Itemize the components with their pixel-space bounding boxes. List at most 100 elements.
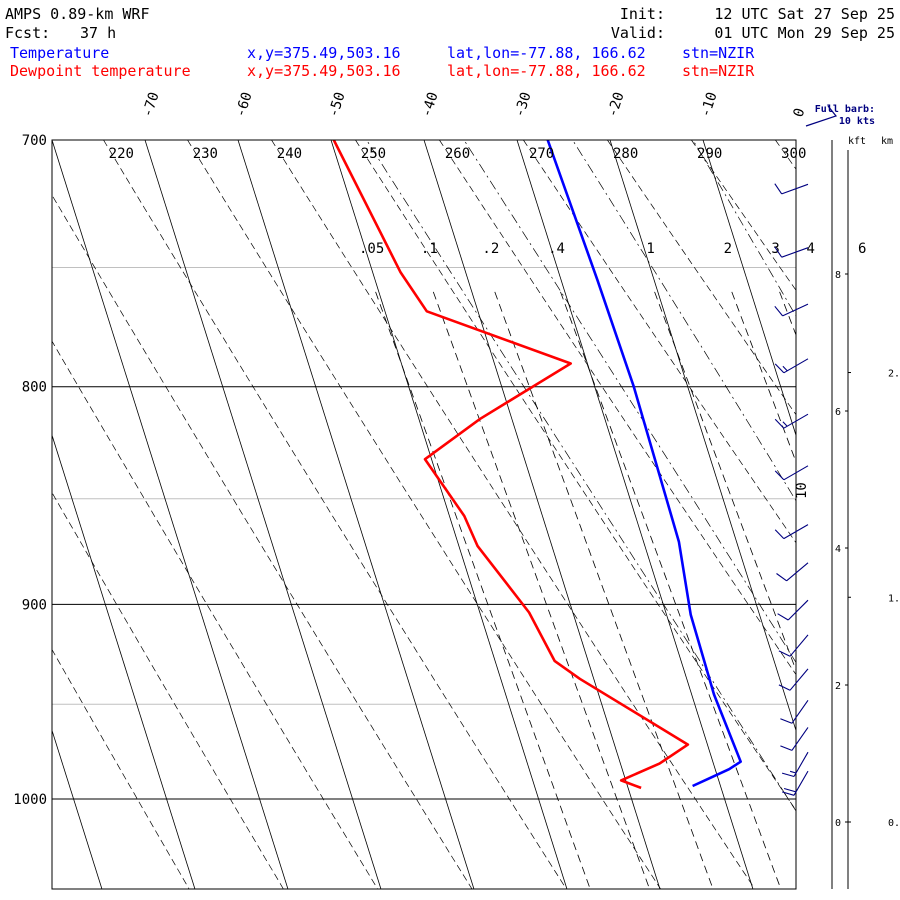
kft-tick-label: 4 xyxy=(835,544,841,555)
dry-adiabat-label: 260 xyxy=(445,146,470,162)
legend-dewpoint-latlon: lat,lon=-77.88, 166.62 xyxy=(447,62,646,80)
pressure-labels: 700 800 900 1000 xyxy=(13,133,47,808)
model-title: AMPS 0.89-km WRF xyxy=(5,5,150,23)
dry-adiabat-230 xyxy=(187,140,661,889)
dry-adiabat-label: 270 xyxy=(529,146,554,162)
mixing-ratio-label: 4 xyxy=(807,241,815,257)
dry-adiabat-label: 250 xyxy=(361,146,386,162)
pressure-label: 900 xyxy=(22,597,47,613)
isotherm-labels: -70 -60 -50 -40 -30 -20 -10 0 xyxy=(140,90,809,119)
dry-adiabat-label: 220 xyxy=(109,146,134,162)
mixing-ratio-label: 1 xyxy=(646,241,654,257)
wind-barb xyxy=(774,358,809,374)
valid-value: 01 UTC Mon 29 Sep 25 xyxy=(714,24,895,42)
valid-label: Valid: xyxy=(611,24,665,42)
mixing-ratio-label: .4 xyxy=(548,241,565,257)
wind-barb xyxy=(780,727,809,751)
legend-dewpoint-label: Dewpoint temperature xyxy=(10,62,191,80)
isotherm--70 xyxy=(144,140,382,889)
isotherm--90 xyxy=(52,433,196,889)
dry-adiabat-labels: 220 230 240 250 260 270 280 290 300 xyxy=(109,146,807,162)
isotherm-10 xyxy=(889,140,900,889)
pressure-label: 1000 xyxy=(13,792,47,808)
moist-adiabat-280 xyxy=(692,140,796,317)
fcst-value: 37 h xyxy=(80,24,116,42)
dry-adiabat-label: 290 xyxy=(697,146,722,162)
dry-adiabat-label: 240 xyxy=(277,146,302,162)
isotherm-label: -60 xyxy=(233,90,256,119)
isotherm-label: -70 xyxy=(140,90,163,119)
dry-adiabat-210 xyxy=(52,194,473,889)
kft-tick-label: 2 xyxy=(835,681,841,692)
height-axis: kft km 0 2 4 6 8 0. 1. 2. xyxy=(831,136,900,889)
mixing-ratio-6 xyxy=(866,292,900,889)
mixing-ratio-2 xyxy=(731,291,796,463)
init-value: 12 UTC Sat 27 Sep 25 xyxy=(714,5,895,23)
mixing-ratio-0.4 xyxy=(560,291,782,889)
wind-barb xyxy=(774,303,809,317)
dry-adiabat-190 xyxy=(52,491,284,889)
dry-adiabat-label: 280 xyxy=(613,146,638,162)
mixing-ratio-0.1 xyxy=(432,291,650,889)
dry-adiabat-290 xyxy=(691,140,796,291)
isotherm--40 xyxy=(423,140,661,889)
isotherm--80 xyxy=(52,140,289,889)
km-label: km xyxy=(881,136,893,147)
dry-adiabat-270 xyxy=(523,140,796,544)
wind-barbs xyxy=(774,183,809,796)
legend-temperature-label: Temperature xyxy=(10,44,109,62)
isotherm--30 xyxy=(516,140,754,889)
legend-dewpoint-stn: stn=NZIR xyxy=(682,62,755,80)
barb-legend-line1: Full barb: xyxy=(815,104,875,115)
wind-barb xyxy=(774,524,809,540)
dry-adiabat-280 xyxy=(607,140,796,416)
moist-adiabat-260 xyxy=(463,140,796,664)
pressure-label: 700 xyxy=(22,133,47,149)
wind-barb xyxy=(774,183,809,195)
isotherm--60 xyxy=(237,140,475,889)
barb-legend-icon xyxy=(805,105,838,127)
mixing-ratio-0.05 xyxy=(375,291,591,889)
wind-barb xyxy=(780,699,809,724)
barb-legend: Full barb: 10 kts xyxy=(805,104,875,127)
legend-dewpoint-xy: x,y=375.49,503.16 xyxy=(247,62,401,80)
legend-temperature-xy: x,y=375.49,503.16 xyxy=(247,44,401,62)
mixing-ratio-label: 6 xyxy=(858,241,866,257)
wind-barb xyxy=(778,634,809,657)
mixing-ratio-1 xyxy=(654,291,796,672)
isotherm--100 xyxy=(52,729,103,889)
moist-adiabat-270 xyxy=(572,140,796,502)
dry-adiabat-240 xyxy=(271,140,756,889)
isotherm--20 xyxy=(609,140,796,732)
dry-adiabat-label: 300 xyxy=(781,146,806,162)
wind-barb xyxy=(778,668,809,691)
header: AMPS 0.89-km WRF Fcst: 37 h Init: 12 UTC… xyxy=(5,5,895,42)
isotherm--10 xyxy=(702,140,796,437)
annotation-label: 10 xyxy=(794,482,810,499)
fcst-label: Fcst: xyxy=(5,24,50,42)
dry-adiabat-label: 230 xyxy=(193,146,218,162)
dry-adiabat-200 xyxy=(52,340,378,889)
moist-adiabat-250 xyxy=(366,140,796,812)
kft-tick-label: 6 xyxy=(835,407,841,418)
init-label: Init: xyxy=(620,5,665,23)
kft-label: kft xyxy=(848,136,866,147)
legend-temperature-stn: stn=NZIR xyxy=(682,44,755,62)
mixing-ratio-4 xyxy=(815,292,900,889)
km-tick-label: 2. xyxy=(888,369,900,380)
isotherm-label: 0 xyxy=(791,106,809,119)
wind-barb xyxy=(774,246,809,258)
dewpoint-line xyxy=(332,140,690,790)
mixing-ratio-label: .2 xyxy=(482,241,499,257)
plot-frame xyxy=(51,139,797,890)
isotherm--110 xyxy=(0,140,9,889)
isotherm-label: -20 xyxy=(605,90,628,119)
wind-barb xyxy=(777,599,809,621)
legend-temperature-latlon: lat,lon=-77.88, 166.62 xyxy=(447,44,646,62)
mixing-ratio-3 xyxy=(779,291,796,337)
barb-legend-line2: 10 kts xyxy=(839,116,875,127)
isotherm--50 xyxy=(330,140,568,889)
dry-adiabat-180 xyxy=(52,648,190,889)
pressure-label: 800 xyxy=(22,380,47,396)
